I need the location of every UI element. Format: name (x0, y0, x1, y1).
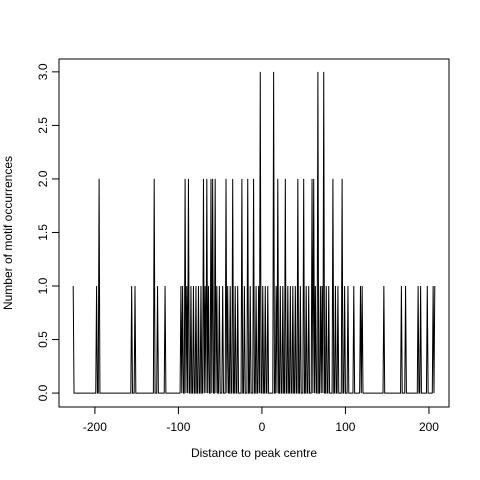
y-tick-label: 2.5 (36, 117, 50, 134)
x-tick-label: -100 (166, 420, 190, 434)
x-tick-label: 200 (419, 420, 439, 434)
y-tick-label: 0.5 (36, 331, 50, 348)
x-tick-label: 0 (259, 420, 266, 434)
x-tick-label: -200 (83, 420, 107, 434)
x-tick-label: 100 (335, 420, 355, 434)
data-line (72, 71, 436, 394)
y-tick-label: 2.0 (36, 170, 50, 187)
y-tick-label: 1.0 (36, 277, 50, 294)
y-tick-label: 3.0 (36, 63, 50, 80)
x-axis-title: Distance to peak centre (191, 446, 317, 460)
y-tick-label: 1.5 (36, 224, 50, 241)
y-tick-label: 0.0 (36, 384, 50, 401)
y-axis-title: Number of motif occurrences (1, 156, 15, 310)
